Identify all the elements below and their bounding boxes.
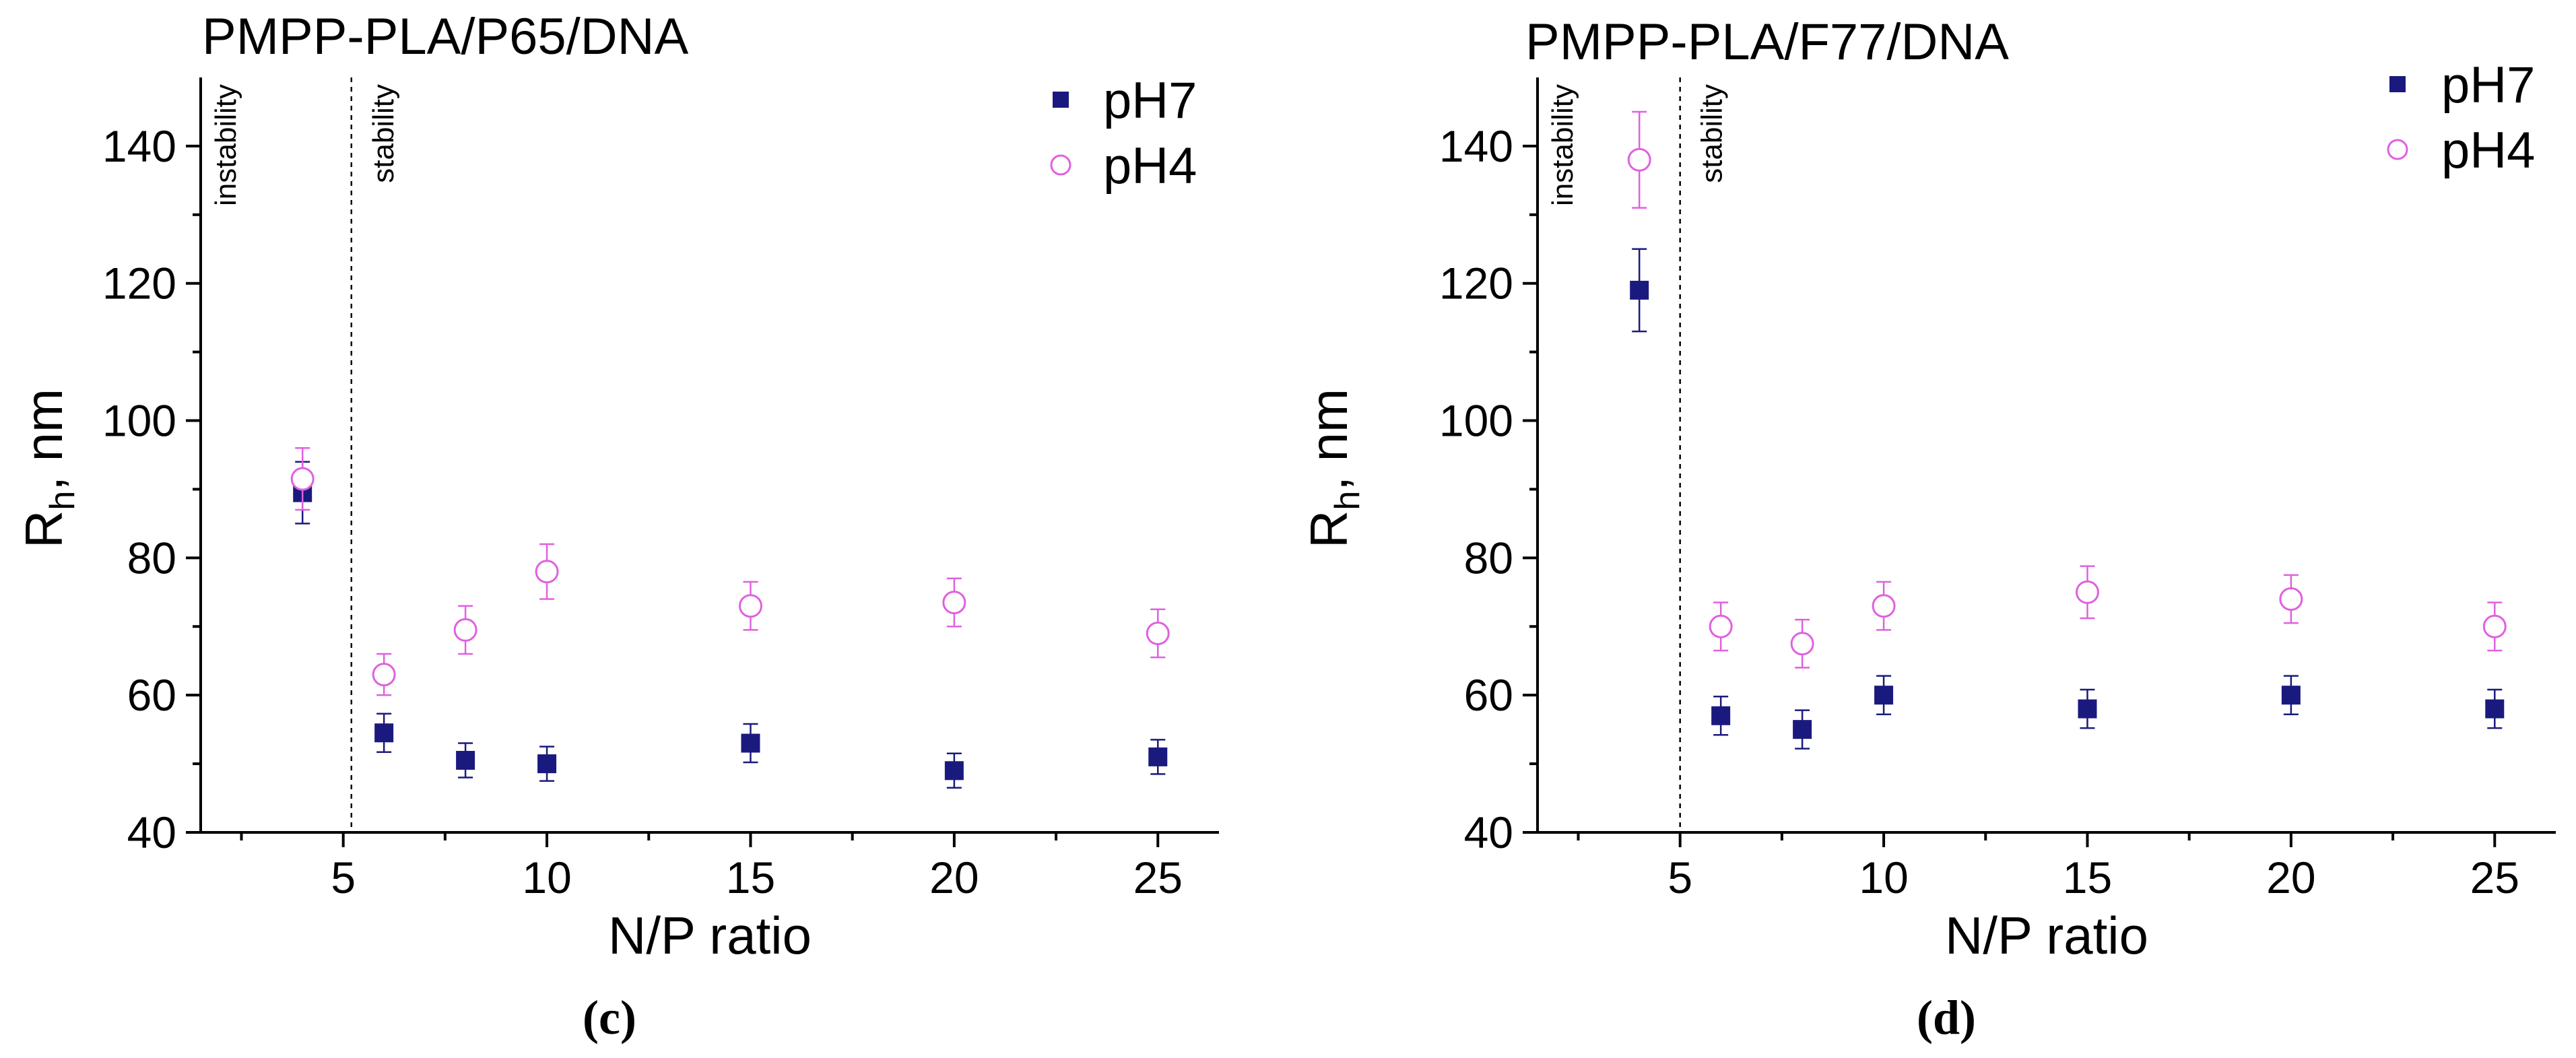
x-tick-label: 20 (929, 853, 979, 902)
region-label-stability: stability (1696, 84, 1729, 183)
y-tick-label: 80 (1464, 533, 1513, 583)
y-tick-label: 60 (1464, 670, 1513, 720)
chart-panel-d: PMPP-PLA/F77/DNA 40 60 80 100 120 140 5 10 15 20 25… (1299, 13, 2556, 1045)
x-tick-label: 15 (2063, 853, 2112, 902)
x-tick-label: 10 (1859, 853, 1908, 902)
series-ph4 (1627, 110, 2507, 669)
data-point-circle (738, 594, 762, 618)
data-point-circle (1709, 614, 1733, 638)
data-point-square (2078, 699, 2097, 719)
region-label-stability: stability (367, 84, 400, 183)
data-point-circle (2482, 614, 2507, 638)
data-point-circle (2075, 580, 2099, 604)
chart-panel-c: PMPP-PLA/P65/DNA 40 60 80 100 120 140 5 10 15 20 25… (14, 8, 1219, 1045)
chart-title: PMPP-PLA/P65/DNA (202, 8, 689, 65)
y-axis-title-unit: , nm (1299, 389, 1358, 491)
y-tick-label: 60 (127, 670, 176, 720)
data-point-square (1793, 720, 1812, 739)
legend-label-ph7: pH7 (2441, 57, 2535, 114)
x-tick-label: 5 (331, 853, 356, 902)
legend-symbol-circle (1050, 154, 1071, 176)
x-tick-label: 10 (522, 853, 571, 902)
data-point-square (1630, 280, 1649, 300)
data-point-circle (1790, 632, 1814, 656)
y-tick-label: 140 (1439, 121, 1513, 171)
x-axis-title: N/P ratio (1945, 906, 2148, 965)
x-axis-title: N/P ratio (608, 906, 812, 965)
y-tick-label: 140 (102, 121, 176, 171)
data-point-square (537, 754, 557, 774)
legend-label-ph4: pH4 (1103, 137, 1197, 195)
series-ph7 (293, 461, 1168, 789)
x-tick-label: 20 (2266, 853, 2315, 902)
data-point-square (456, 750, 475, 770)
x-tick-label: 25 (2470, 853, 2519, 902)
data-point-square (2485, 699, 2505, 719)
panel-label: (d) (1917, 991, 1976, 1045)
y-axis-title: Rh, nm (1299, 389, 1367, 548)
legend-symbol-square (1053, 92, 1069, 108)
y-tick-label: 40 (1464, 807, 1513, 857)
legend-symbol-circle (2387, 139, 2408, 160)
y-tick-label: 80 (127, 533, 176, 583)
y-tick-label: 100 (1439, 396, 1513, 446)
y-tick-label: 120 (102, 259, 176, 308)
x-tick-label: 5 (1667, 853, 1692, 902)
data-point-square (1874, 686, 1894, 705)
y-axis-title-main: R (14, 510, 73, 548)
data-point-square (741, 733, 760, 753)
y-axis-title-unit: , nm (14, 389, 73, 491)
y-axis-title: Rh, nm (14, 389, 82, 548)
data-point-square (2281, 686, 2301, 705)
data-point-circle (1872, 594, 1896, 618)
data-point-square (374, 723, 394, 743)
y-tick-label: 40 (127, 807, 176, 857)
y-tick-label: 100 (102, 396, 176, 446)
legend-label-ph7: pH7 (1103, 72, 1197, 129)
x-tick-label: 25 (1133, 853, 1183, 902)
data-point-circle (1627, 147, 1651, 172)
series-ph7 (1630, 248, 2505, 750)
x-tick-label: 15 (726, 853, 775, 902)
data-point-circle (372, 663, 396, 687)
data-point-circle (453, 618, 477, 642)
y-axis-title-sub: h (1328, 491, 1367, 510)
chart-title: PMPP-PLA/F77/DNA (1525, 13, 2009, 71)
data-point-circle (942, 591, 966, 615)
data-point-circle (1146, 621, 1170, 645)
data-point-circle (535, 560, 559, 584)
legend-symbol-square (2389, 76, 2406, 92)
data-point-circle (290, 467, 315, 491)
legend-label-ph4: pH4 (2441, 122, 2535, 179)
region-label-instability: instability (209, 84, 242, 206)
data-point-square (944, 761, 964, 781)
y-axis-title-main: R (1299, 510, 1358, 548)
y-axis-title-sub: h (43, 491, 82, 510)
region-label-instability: instability (1546, 84, 1579, 206)
data-point-circle (2279, 587, 2303, 611)
data-point-square (1711, 706, 1731, 725)
series-ph4 (290, 447, 1170, 696)
y-tick-label: 120 (1439, 259, 1513, 308)
panel-label: (c) (583, 991, 636, 1045)
data-point-square (1148, 747, 1168, 766)
